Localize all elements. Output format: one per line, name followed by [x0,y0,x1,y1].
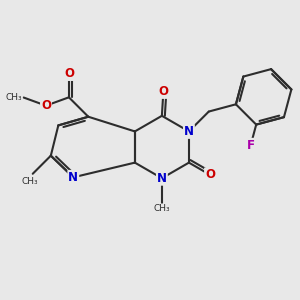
Text: F: F [247,139,255,152]
Text: O: O [205,168,215,181]
Text: CH₃: CH₃ [21,177,38,186]
Text: N: N [68,171,78,184]
Text: CH₃: CH₃ [154,204,170,213]
Text: CH₃: CH₃ [5,93,22,102]
Text: O: O [158,85,168,98]
Text: N: N [184,125,194,138]
Text: N: N [157,172,167,185]
Text: O: O [64,67,74,80]
Text: O: O [41,99,51,112]
